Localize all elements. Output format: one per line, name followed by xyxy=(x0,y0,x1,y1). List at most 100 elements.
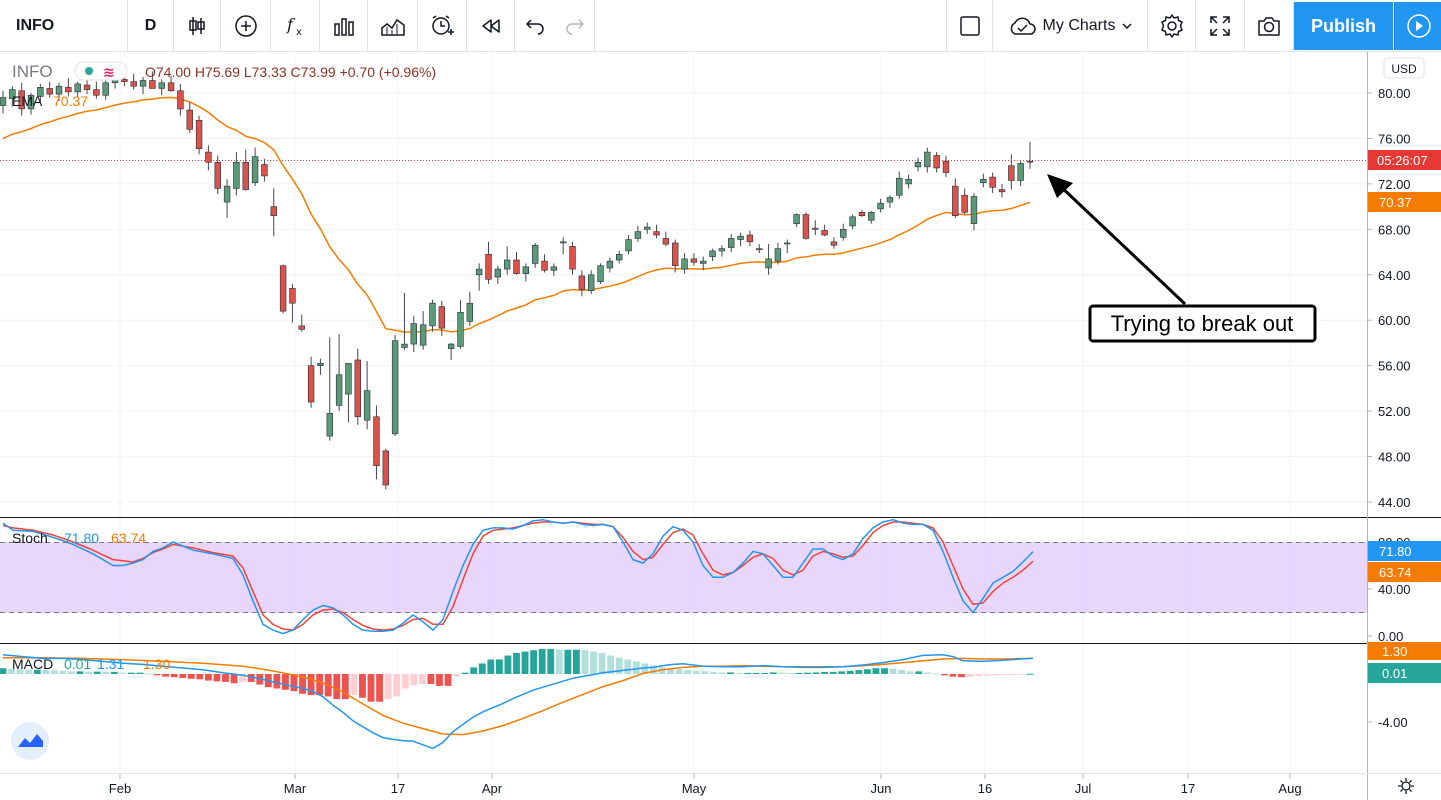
candle-body xyxy=(475,268,483,276)
ema-price-label: 70.37 xyxy=(1379,195,1412,210)
candle-body xyxy=(429,302,436,327)
annotation-box[interactable] xyxy=(1088,304,1317,343)
macd-histogram-bar xyxy=(1018,674,1025,675)
svg-text:x: x xyxy=(296,27,302,37)
replay-button[interactable] xyxy=(467,0,515,51)
price-tick-label: 76.00 xyxy=(1378,131,1411,146)
gear-icon xyxy=(1401,781,1411,791)
macd-histogram-bar xyxy=(667,668,674,674)
candle xyxy=(177,83,184,116)
candle xyxy=(550,263,558,276)
candle-body xyxy=(326,413,333,437)
macd-histogram-bar xyxy=(975,674,983,677)
ema-price-marker: 70.37 xyxy=(1368,192,1441,212)
settings-button[interactable] xyxy=(1148,0,1196,51)
candle-body xyxy=(812,227,819,230)
candle-body xyxy=(559,241,567,244)
candle xyxy=(756,244,763,254)
candle xyxy=(774,242,782,265)
play-icon xyxy=(1406,14,1431,38)
candle xyxy=(242,149,249,191)
my-charts-button[interactable]: My Charts xyxy=(993,0,1148,51)
macd-signal-marker: 1.30 xyxy=(1368,642,1441,660)
candle-body xyxy=(616,254,623,261)
candle-body xyxy=(158,82,165,89)
macd-histogram-bar xyxy=(752,672,760,674)
market-status-icon xyxy=(85,67,93,75)
snapshot-button[interactable] xyxy=(1245,0,1294,51)
candle xyxy=(233,152,240,196)
candle-body xyxy=(419,324,427,346)
candle-body xyxy=(307,365,315,403)
candle xyxy=(1026,141,1034,169)
candle-body xyxy=(1026,160,1034,163)
candle-body xyxy=(83,84,91,90)
macd-histogram-bar xyxy=(846,670,854,674)
financials-button[interactable] xyxy=(320,0,368,51)
interval-button[interactable]: D xyxy=(128,0,174,51)
redo-button[interactable] xyxy=(555,0,595,51)
axis-settings-button[interactable] xyxy=(1398,778,1414,794)
macd-histogram-bar xyxy=(453,674,461,677)
candle xyxy=(391,334,399,437)
candle xyxy=(644,222,651,234)
undo-icon xyxy=(525,18,544,35)
candle-body xyxy=(765,258,772,269)
candle xyxy=(793,213,800,228)
symbol-search-button[interactable]: INFO xyxy=(0,0,128,51)
settings-icon xyxy=(1160,13,1183,38)
candle-body xyxy=(681,258,688,270)
stoch-tick-label: 0.00 xyxy=(1378,629,1403,644)
legend-status-pill[interactable] xyxy=(74,61,128,81)
candle xyxy=(382,448,389,490)
tradingview-logo[interactable] xyxy=(11,722,49,760)
candle xyxy=(531,242,539,268)
candle-body xyxy=(289,288,296,304)
candle-body xyxy=(858,211,866,217)
annotation[interactable]: Trying to break out xyxy=(1047,174,1317,343)
stoch-k-line xyxy=(2,518,1034,635)
candle xyxy=(952,178,959,218)
currency-button[interactable] xyxy=(1383,57,1425,79)
macd-histogram-bar xyxy=(0,668,7,674)
alert-button[interactable] xyxy=(418,0,467,51)
add-compare-button[interactable] xyxy=(221,0,271,51)
macd-histogram-bar xyxy=(119,672,127,674)
macd-histogram-bar xyxy=(461,672,469,674)
layout-button[interactable] xyxy=(946,0,993,51)
candle-body xyxy=(195,119,203,149)
candle xyxy=(578,270,586,297)
chart-area[interactable]: INFO ≋ O74.00 H75.69 L73.33 C73.99 +0.70… xyxy=(0,52,1441,800)
annotation-arrow[interactable] xyxy=(1056,182,1187,306)
candle xyxy=(279,264,287,314)
publish-button[interactable]: Publish xyxy=(1294,2,1393,50)
macd-histogram-bar xyxy=(504,655,512,674)
stoch-legend: Stoch 71.80 63.74 xyxy=(12,530,146,546)
macd-histogram-bar xyxy=(564,649,572,674)
candle-body xyxy=(578,275,586,290)
undo-button[interactable] xyxy=(515,0,555,51)
candle-body xyxy=(205,151,212,163)
macd-histogram-bar xyxy=(923,672,931,674)
candle-body xyxy=(261,164,268,177)
candle xyxy=(868,211,875,224)
candle-body xyxy=(653,231,660,236)
bar-style-button[interactable] xyxy=(174,0,221,51)
macd-histogram-bar xyxy=(778,672,786,674)
candle xyxy=(858,210,866,217)
candle-body xyxy=(27,94,35,110)
candle-body xyxy=(37,87,44,97)
candle-body xyxy=(149,80,156,89)
candle xyxy=(503,246,511,275)
candle xyxy=(326,337,333,441)
fullscreen-button[interactable] xyxy=(1196,0,1245,51)
macd-histogram-bar xyxy=(359,674,366,698)
templates-button[interactable] xyxy=(368,0,418,51)
macd-histogram-bar xyxy=(855,670,863,674)
candle-body xyxy=(793,214,800,224)
candle xyxy=(363,361,371,430)
publish-menu-button[interactable] xyxy=(1394,2,1441,50)
candle-body xyxy=(251,156,259,184)
